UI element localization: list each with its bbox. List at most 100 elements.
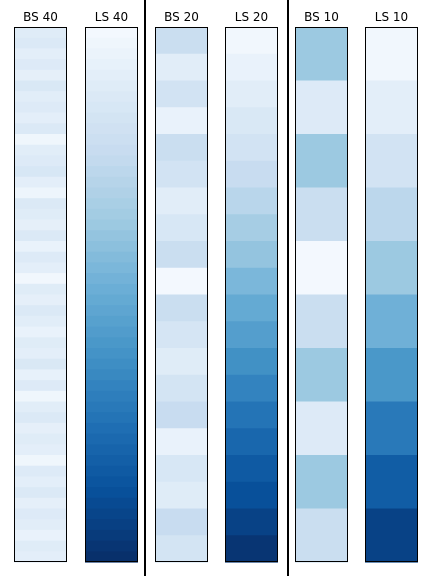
- heatmap-cell: [155, 294, 208, 322]
- heatmap-cell: [225, 294, 278, 322]
- heatmap-cell: [14, 134, 67, 146]
- heatmap-cell: [85, 123, 138, 135]
- heatmap-cell: [85, 37, 138, 49]
- heatmap-cell: [155, 27, 208, 55]
- heatmap-cell: [225, 214, 278, 242]
- heatmap-cell: [225, 428, 278, 456]
- heatmap-cell: [85, 551, 138, 563]
- heatmap-cell: [14, 519, 67, 531]
- heatmap-cell: [14, 283, 67, 296]
- heatmap-cell: [14, 59, 67, 71]
- heatmap-cell: [365, 455, 418, 510]
- heatmap-cell: [85, 101, 138, 114]
- heatmap-cell: [14, 497, 67, 510]
- heatmap-cell: [14, 155, 67, 167]
- heatmap-cell: [85, 465, 138, 477]
- heatmap-cell: [155, 187, 208, 215]
- heatmap-cell: [295, 348, 348, 403]
- heatmap-cell: [85, 176, 138, 189]
- heatmap-cell: [225, 508, 278, 536]
- heatmap-cell: [14, 358, 67, 370]
- heatmap-cell: [225, 241, 278, 269]
- heatmap-cell: [14, 529, 67, 542]
- heatmap-cell: [155, 107, 208, 135]
- heatmap-cell: [225, 374, 278, 403]
- heatmap-cell: [14, 101, 67, 114]
- heatmap-cell: [14, 401, 67, 413]
- heatmap-cell: [14, 91, 67, 103]
- heatmap-cell: [155, 53, 208, 82]
- heatmap-cell: [85, 540, 138, 552]
- heatmap-cell: [155, 508, 208, 536]
- heatmap-cell: [85, 497, 138, 510]
- heatmap-cell: [14, 230, 67, 242]
- strip-title: LS 40: [95, 10, 128, 24]
- heatmap-cell: [14, 348, 67, 360]
- heatmap-cell: [14, 273, 67, 285]
- heatmap-cell: [85, 219, 138, 231]
- heatmap-cell: [365, 294, 418, 349]
- heatmap-cell: [85, 380, 138, 392]
- heatmap-cell: [85, 198, 138, 210]
- heatmap-cell: [155, 374, 208, 403]
- strip-title: BS 10: [304, 10, 339, 24]
- heatmap-cell: [85, 262, 138, 274]
- heatmap-cell: [365, 401, 418, 456]
- strip-panel: LS 20: [225, 10, 278, 563]
- heatmap-cell: [85, 155, 138, 167]
- strip-frame: [295, 27, 348, 562]
- heatmap-cell: [85, 369, 138, 381]
- heatmap-cell: [225, 481, 278, 510]
- heatmap-cell: [85, 487, 138, 499]
- heatmap-cell: [85, 315, 138, 328]
- heatmap-cell: [155, 455, 208, 483]
- heatmap-cell: [85, 187, 138, 199]
- heatmap-cell: [85, 208, 138, 221]
- heatmap-cell: [85, 326, 138, 338]
- heatmap-cell: [85, 433, 138, 445]
- heatmap-cell: [85, 166, 138, 178]
- heatmap-cell: [14, 241, 67, 253]
- strip-title: BS 20: [164, 10, 199, 24]
- heatmap-cell: [295, 508, 348, 563]
- heatmap-cell: [85, 91, 138, 103]
- heatmap-cell: [14, 433, 67, 445]
- heatmap-cell: [14, 198, 67, 210]
- heatmap-cell: [295, 401, 348, 456]
- heatmap-cell: [85, 80, 138, 92]
- heatmap-cell: [225, 401, 278, 429]
- heatmap-cell: [155, 535, 208, 563]
- heatmap-cell: [14, 551, 67, 563]
- heatmap-cell: [85, 348, 138, 360]
- heatmap-cell: [155, 348, 208, 376]
- heatmap-cell: [14, 37, 67, 49]
- heatmap-cell: [14, 208, 67, 221]
- strip-frame: [365, 27, 418, 562]
- heatmap-cell: [225, 535, 278, 563]
- heatmap-cell: [85, 27, 138, 39]
- heatmap-cell: [14, 390, 67, 403]
- heatmap-cell: [365, 134, 418, 189]
- heatmap-cell: [14, 444, 67, 456]
- heatmap-cell: [14, 369, 67, 381]
- heatmap-cell: [14, 487, 67, 499]
- heatmap-cell: [155, 241, 208, 269]
- heatmap-cell: [85, 508, 138, 520]
- heatmap-cell: [225, 187, 278, 215]
- strip-title: LS 10: [375, 10, 408, 24]
- heatmap-cell: [225, 160, 278, 189]
- heatmap-cell: [85, 444, 138, 456]
- heatmap-cell: [14, 337, 67, 349]
- heatmap-cell: [85, 230, 138, 242]
- heatmap-cell: [225, 455, 278, 483]
- heatmap-cell: [14, 80, 67, 92]
- strip-frame: [225, 27, 278, 562]
- heatmap-cell: [155, 80, 208, 108]
- heatmap-cell: [295, 294, 348, 349]
- heatmap-cell: [14, 465, 67, 477]
- heatmap-cell: [85, 294, 138, 306]
- heatmap-cell: [14, 262, 67, 274]
- heatmap-cell: [155, 134, 208, 162]
- strip-panel: BS 40: [14, 10, 67, 563]
